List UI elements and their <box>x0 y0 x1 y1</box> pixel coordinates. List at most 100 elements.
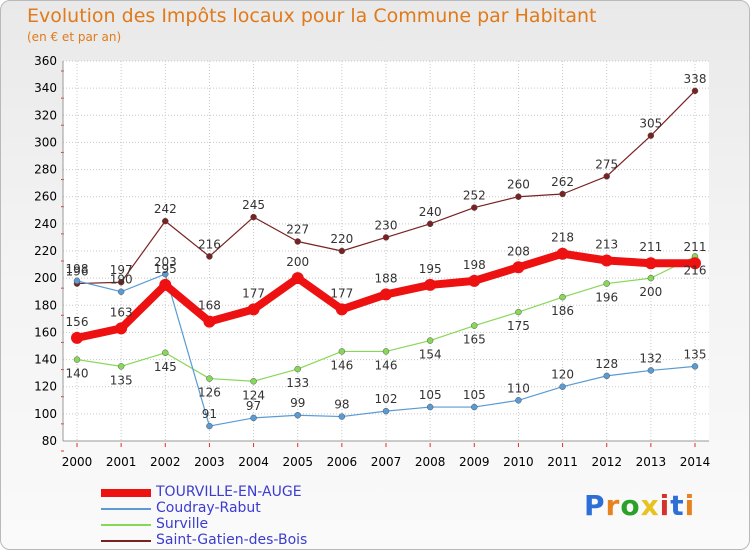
data-point <box>644 257 657 270</box>
data-point <box>159 278 172 291</box>
chart-subtitle: (en € et par an) <box>27 30 122 44</box>
x-tick-label: 2011 <box>547 455 578 469</box>
data-point <box>382 348 390 355</box>
data-label: 140 <box>66 367 89 381</box>
data-label: 188 <box>375 271 398 285</box>
data-label: 102 <box>375 392 398 406</box>
data-point <box>515 308 522 316</box>
data-label: 338 <box>684 72 707 86</box>
x-tick-label: 2003 <box>194 455 225 469</box>
y-tick-label: 140 <box>34 353 57 367</box>
data-point <box>600 254 613 267</box>
logo-letter: o <box>620 489 641 522</box>
legend-label-coudray: Coudray-Rabut <box>156 500 261 516</box>
data-point <box>203 315 216 328</box>
logo-letter: i <box>659 489 671 522</box>
data-label: 126 <box>198 386 221 400</box>
data-point <box>206 253 213 260</box>
data-label: 275 <box>595 157 618 171</box>
data-point <box>162 270 169 278</box>
data-label: 218 <box>551 231 574 245</box>
y-tick-label: 160 <box>34 325 57 339</box>
y-tick-label: 340 <box>34 81 57 95</box>
data-label: 156 <box>66 315 89 329</box>
data-point <box>250 378 257 385</box>
data-label: 227 <box>286 223 309 237</box>
data-point <box>603 280 610 287</box>
x-tick-label: 2013 <box>636 455 667 469</box>
data-point <box>471 403 478 411</box>
data-label: 98 <box>334 398 349 412</box>
data-label: 105 <box>419 388 442 402</box>
y-tick-label: 120 <box>34 380 57 394</box>
data-label: 105 <box>463 388 486 402</box>
x-tick-label: 2004 <box>238 455 269 469</box>
y-tick-label: 200 <box>34 271 57 285</box>
data-label: 190 <box>110 273 133 287</box>
logo-letter: P <box>584 489 606 522</box>
data-point <box>689 257 701 270</box>
data-point <box>471 204 478 211</box>
x-tick-label: 2009 <box>459 455 490 469</box>
proxiti-logo: Proxiti <box>584 489 695 522</box>
data-label: 200 <box>286 255 309 269</box>
data-point <box>647 132 655 139</box>
data-label: 154 <box>419 348 442 362</box>
data-point <box>515 193 522 200</box>
data-label: 245 <box>242 198 265 212</box>
data-label: 203 <box>154 255 177 269</box>
chart-title: Evolution des Impôts locaux pour la Comm… <box>27 5 597 27</box>
x-tick-label: 2000 <box>62 455 93 469</box>
data-point <box>603 173 610 180</box>
logo-letter: t <box>670 489 685 522</box>
legend-item-surville: Surville <box>101 516 361 533</box>
data-label: 91 <box>202 407 217 421</box>
data-label: 135 <box>110 373 133 387</box>
data-point <box>515 397 522 404</box>
data-point <box>335 303 348 316</box>
x-tick-label: 2014 <box>680 455 711 469</box>
data-label: 195 <box>419 262 442 276</box>
data-point <box>73 277 81 285</box>
data-label: 177 <box>330 286 353 300</box>
data-label: 211 <box>639 240 662 254</box>
data-label: 163 <box>110 305 133 319</box>
data-point <box>117 363 125 370</box>
data-label: 198 <box>66 262 89 276</box>
y-tick-label: 80 <box>42 434 57 448</box>
data-point <box>559 190 566 198</box>
legend-swatch-saint-gatien <box>101 540 151 542</box>
data-label: 252 <box>463 189 486 203</box>
y-tick-label: 180 <box>34 298 57 312</box>
data-point <box>603 372 610 380</box>
data-point <box>294 365 301 373</box>
x-tick-label: 2007 <box>371 455 402 469</box>
data-label: 186 <box>551 304 574 318</box>
data-label: 196 <box>66 265 89 279</box>
logo-letter: x <box>640 489 660 522</box>
data-label: 195 <box>154 262 177 276</box>
legend-swatch-tourville <box>101 489 151 497</box>
data-point <box>117 288 125 295</box>
data-point <box>247 303 260 316</box>
data-point <box>206 422 213 430</box>
y-tick-label: 300 <box>34 135 57 149</box>
y-tick-label: 240 <box>34 217 57 231</box>
data-label: 242 <box>154 202 177 216</box>
y-tick-label: 260 <box>34 190 57 204</box>
legend-label-tourville: TOURVILLE-EN-AUGE <box>156 484 302 500</box>
data-point <box>382 407 390 415</box>
data-point <box>162 349 169 357</box>
y-tick-label: 280 <box>34 163 57 177</box>
data-label: 177 <box>242 286 265 300</box>
data-label: 230 <box>375 218 398 232</box>
data-label: 175 <box>507 319 530 333</box>
data-point <box>294 411 301 419</box>
data-label: 110 <box>507 381 530 395</box>
data-point <box>291 272 304 285</box>
data-label: 135 <box>684 347 707 361</box>
data-label: 165 <box>463 333 486 347</box>
x-tick-label: 2005 <box>282 455 313 469</box>
data-label: 146 <box>330 358 353 372</box>
